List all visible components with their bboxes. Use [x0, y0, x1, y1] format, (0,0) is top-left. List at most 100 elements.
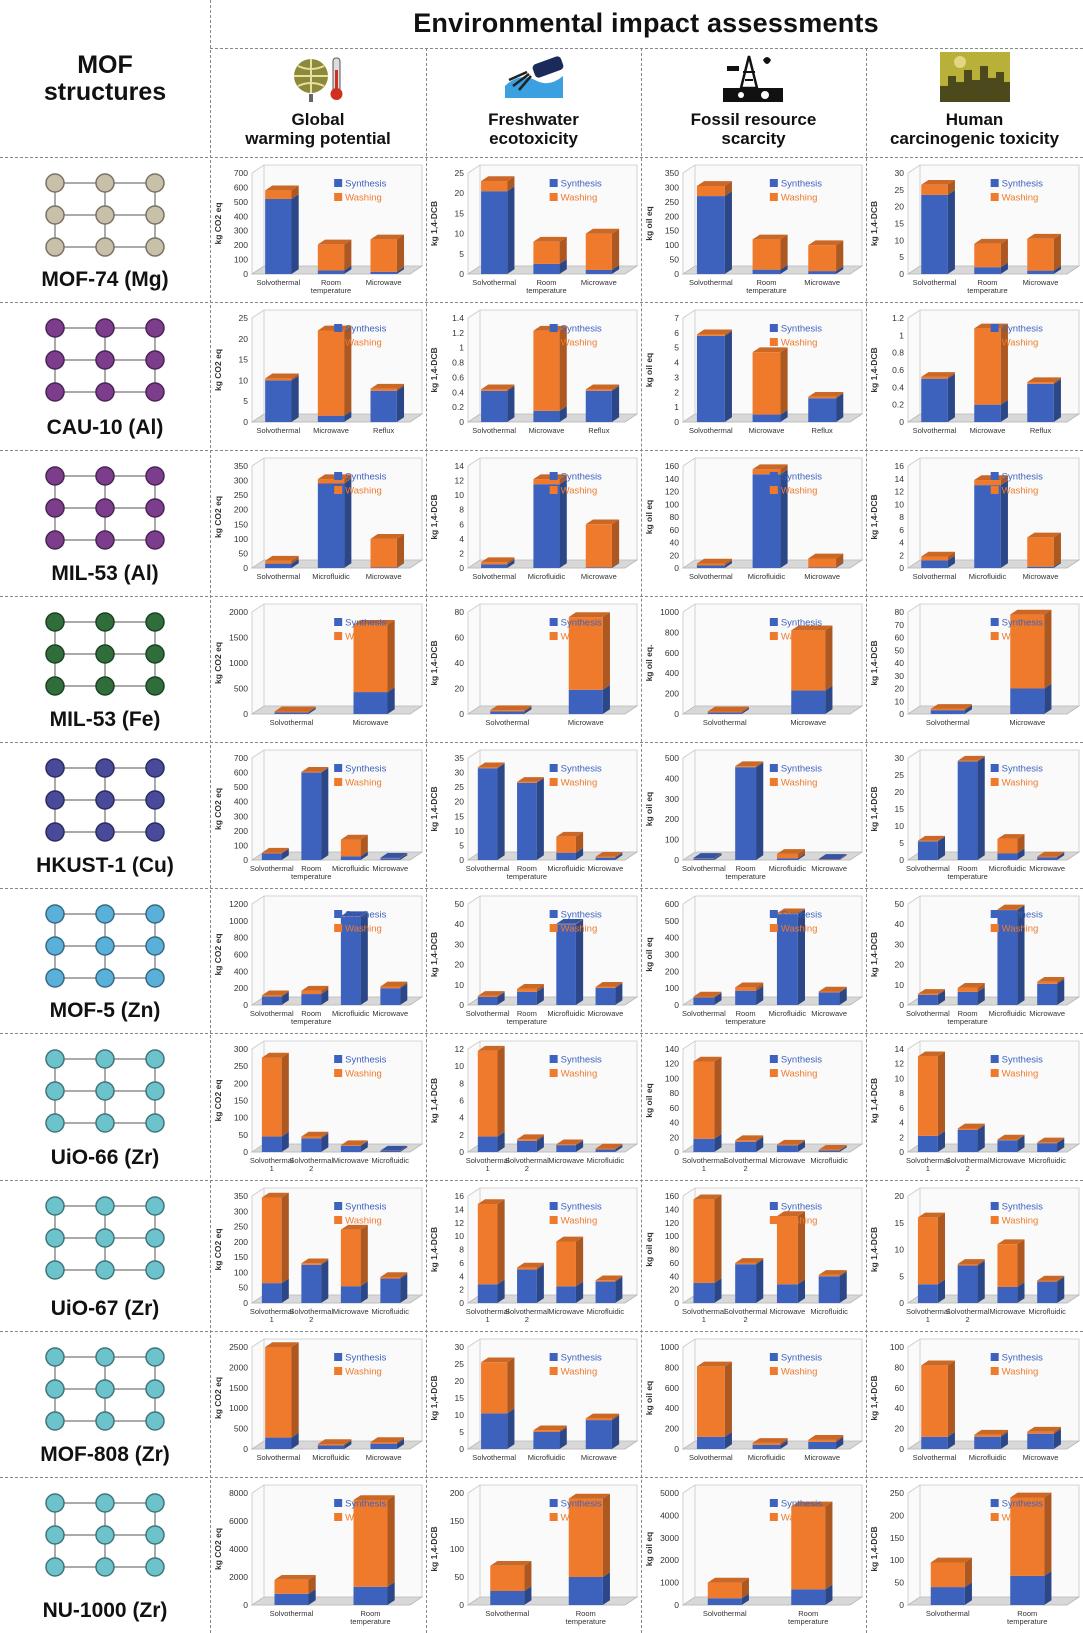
bar-top: [517, 1262, 544, 1268]
y-tick-label: 0: [243, 269, 248, 279]
bar-synthesis-side: [1053, 1428, 1061, 1449]
bar-washing-side: [1057, 851, 1065, 858]
y-tick-label: 0.4: [892, 382, 904, 392]
y-tick-label: 15: [239, 355, 249, 365]
bar-washing-side: [724, 329, 732, 336]
bar-synthesis: [556, 1145, 576, 1152]
y-tick-label: 1000: [229, 1403, 248, 1413]
page-title: Environmental impact assessments: [413, 8, 879, 38]
legend-label-washing: Washing: [1002, 338, 1039, 349]
bar-synthesis: [808, 1441, 837, 1449]
bar-top: [568, 612, 610, 618]
bar-stack: [752, 347, 788, 422]
y-tick-label: 5: [899, 1271, 904, 1281]
y-tick-label: 100: [890, 1555, 904, 1565]
y-tick-label: 100: [665, 1231, 679, 1241]
legend-swatch-washing: [990, 632, 999, 640]
x-tick-label: Microwave: [333, 1307, 369, 1316]
x-tick-label: Solvothermal: [270, 1609, 314, 1618]
bar-synthesis: [693, 997, 715, 1005]
x-tick-label: Solvothermal: [485, 1609, 529, 1618]
x-tick-label: Microwave: [581, 572, 617, 581]
y-tick-label: 100: [665, 1073, 679, 1083]
legend-label-synthesis: Synthesis: [345, 1202, 386, 1213]
y-tick-label: 15: [895, 1218, 905, 1228]
x-tick-label: Solvothermal: [913, 278, 957, 287]
bar-synthesis-side: [507, 386, 515, 422]
y-tick-label: 10: [455, 980, 465, 990]
bar-stack: [693, 1194, 722, 1303]
bar-synthesis-side: [947, 555, 955, 568]
bar-synthesis-side: [797, 1279, 806, 1303]
x-tick-label: Microfluidic: [371, 1156, 409, 1165]
bar-washing-side: [344, 325, 352, 416]
y-tick-label: 400: [234, 966, 248, 976]
bar-synthesis: [340, 916, 361, 1005]
bar-washing-side: [724, 558, 732, 566]
mof-label: MOF-5 (Zn): [49, 999, 161, 1022]
x-tick-label: Solvothermal: [505, 1156, 549, 1165]
bar-synthesis-side: [321, 989, 329, 1005]
y-tick-label: 0: [243, 417, 248, 427]
bar-synthesis-side: [321, 1259, 329, 1303]
y-tick-label: 0: [674, 417, 679, 427]
legend-swatch-washing: [334, 1069, 343, 1077]
bar-stack: [917, 1212, 946, 1303]
bar-stack: [477, 991, 505, 1005]
bar-synthesis-side: [1053, 379, 1061, 422]
bar-synthesis-side: [1000, 1431, 1008, 1449]
legend-swatch-washing: [769, 778, 778, 786]
bar-washing-side: [281, 847, 289, 854]
bar-stack: [957, 983, 985, 1005]
bar-washing-side: [602, 1493, 610, 1577]
legend-label-synthesis: Synthesis: [781, 910, 822, 921]
bar-stack: [1037, 976, 1065, 1005]
x-tick-label: Microfluidic: [748, 572, 786, 581]
bar-washing: [477, 995, 498, 997]
legend-label-synthesis: Synthesis: [1002, 910, 1043, 921]
x-tick-label: 2: [309, 1315, 313, 1324]
bar-synthesis: [370, 390, 397, 422]
bar-top: [1010, 609, 1052, 615]
bar-top: [1027, 1426, 1061, 1432]
bar-stack: [696, 558, 732, 568]
bar-top: [917, 835, 946, 841]
bar-washing: [380, 1277, 401, 1279]
y-tick-label: 4: [899, 538, 904, 548]
bar-stack: [265, 373, 299, 422]
bar-stack: [957, 1259, 985, 1303]
legend-label-synthesis: Synthesis: [561, 910, 602, 921]
bar-washing: [517, 1139, 537, 1141]
bar-synthesis: [997, 1286, 1018, 1303]
bar-stack: [585, 519, 620, 568]
bar-synthesis: [921, 1436, 948, 1449]
bar-washing: [707, 711, 742, 713]
bar-washing: [974, 1434, 1001, 1437]
y-tick-label: 30: [895, 168, 905, 178]
bar-top: [595, 982, 623, 987]
y-tick-label: 500: [234, 197, 248, 207]
x-tick-label: temperature: [566, 1617, 606, 1626]
x-tick-label: Solvothermal: [485, 718, 529, 727]
y-tick-label: 120: [665, 1218, 679, 1228]
legend-swatch-synthesis: [549, 1202, 558, 1210]
bar-top: [1027, 532, 1061, 538]
y-axis-label: kg CO2 eq: [213, 1377, 223, 1419]
bar-stack: [317, 239, 352, 274]
y-tick-label: 4000: [660, 1510, 679, 1520]
bar-synthesis: [301, 1138, 322, 1152]
y-tick-label: 14: [895, 1044, 905, 1054]
bar-washing-side: [1053, 532, 1061, 567]
y-tick-label: 80: [670, 512, 680, 522]
x-tick-label: Solvothermal: [703, 1609, 747, 1618]
x-tick-label: Microwave: [529, 426, 565, 435]
x-tick-label: temperature: [350, 1617, 390, 1626]
bar-synthesis: [735, 990, 757, 1005]
bar-synthesis: [481, 191, 508, 274]
grid-vline: [210, 0, 211, 1633]
bar-top: [1037, 976, 1065, 982]
category-label-line: Human: [945, 110, 1004, 129]
